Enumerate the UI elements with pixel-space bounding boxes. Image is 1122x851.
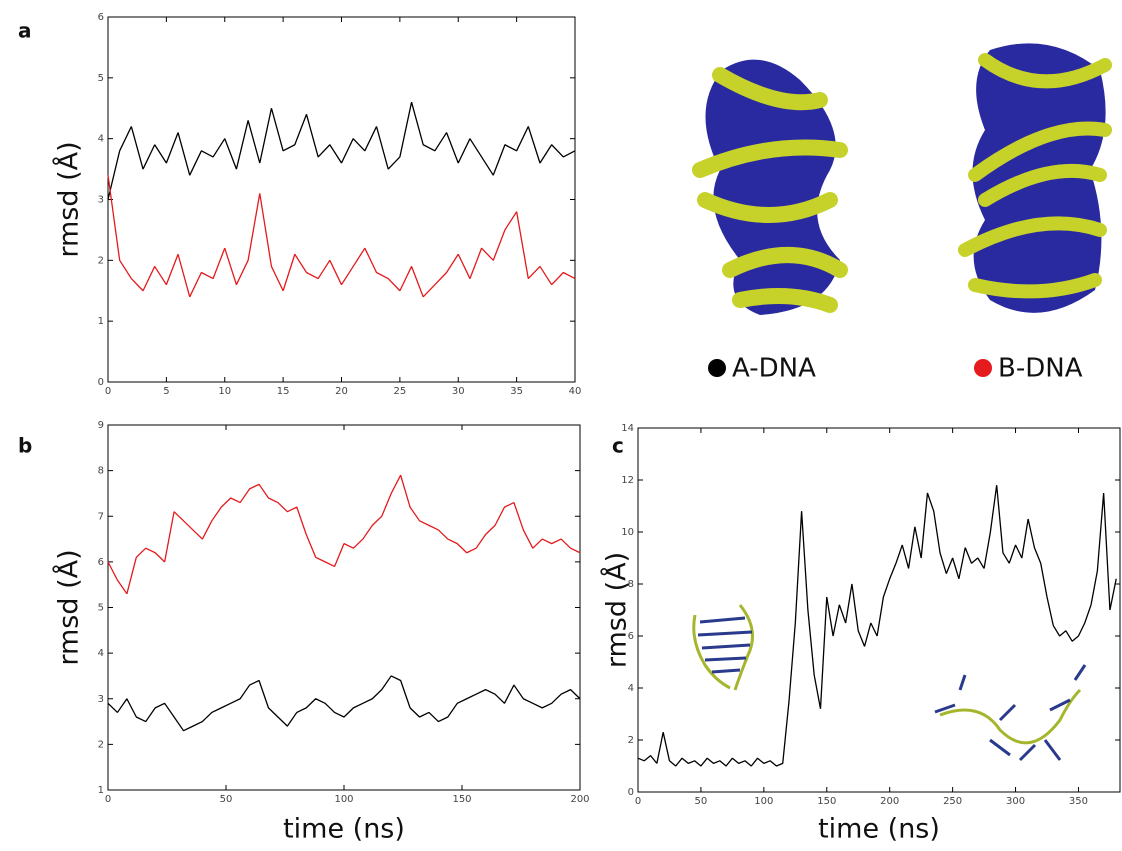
y-tick-label: 3 — [98, 694, 104, 705]
x-tick-label: 10 — [218, 386, 231, 397]
y-tick-label: 2 — [628, 735, 634, 746]
series-line — [107, 675, 581, 732]
inset-unfolded — [934, 664, 1087, 762]
x-tick-label: 350 — [1069, 796, 1088, 807]
y-axis-label: rmsd (Å) — [53, 141, 85, 257]
y-tick-label: 5 — [98, 73, 104, 84]
y-axis-label: rmsd (Å) — [601, 552, 633, 668]
y-tick-label: 4 — [628, 683, 634, 694]
y-tick-label: 2 — [98, 739, 104, 750]
series-line — [107, 474, 581, 595]
legend-label: B-DNA — [998, 354, 1083, 384]
x-tick-label: 100 — [754, 796, 773, 807]
legend-label: A-DNA — [732, 354, 816, 384]
x-tick-label: 150 — [817, 796, 836, 807]
panel-label: b — [18, 434, 32, 458]
y-tick-label: 3 — [98, 195, 104, 206]
series-line — [107, 175, 576, 298]
y-axis-label: rmsd (Å) — [53, 549, 85, 665]
y-tick-label: 2 — [98, 255, 104, 266]
x-tick-label: 250 — [943, 796, 962, 807]
series-line — [637, 485, 1117, 767]
x-axis-label: time (ns) — [283, 814, 405, 845]
x-tick-label: 0 — [105, 386, 111, 397]
panel-label: c — [612, 434, 624, 458]
y-tick-label: 0 — [98, 377, 104, 388]
y-tick-label: 10 — [621, 527, 634, 538]
y-tick-label: 12 — [621, 475, 634, 486]
x-tick-label: 15 — [277, 386, 290, 397]
plot-frame — [107, 16, 576, 383]
plot-frame — [637, 427, 1121, 793]
b-dna-model — [958, 43, 1112, 313]
a-dna-model — [692, 59, 848, 315]
x-axis-label: time (ns) — [818, 814, 940, 845]
x-tick-label: 20 — [335, 386, 348, 397]
y-tick-label: 7 — [98, 511, 104, 522]
legend-marker — [708, 359, 726, 377]
y-tick-label: 4 — [98, 648, 104, 659]
y-tick-label: 6 — [628, 631, 634, 642]
x-tick-label: 0 — [635, 796, 641, 807]
x-tick-label: 30 — [452, 386, 465, 397]
y-tick-label: 8 — [628, 579, 634, 590]
inset-duplex — [692, 604, 754, 691]
y-tick-label: 6 — [98, 557, 104, 568]
plot-frame — [107, 424, 581, 791]
x-tick-label: 5 — [163, 386, 169, 397]
x-tick-label: 25 — [394, 386, 407, 397]
y-tick-label: 6 — [98, 12, 104, 23]
y-tick-label: 9 — [98, 420, 104, 431]
x-tick-label: 300 — [1006, 796, 1025, 807]
x-tick-label: 0 — [105, 794, 111, 805]
x-tick-label: 50 — [220, 794, 233, 805]
x-tick-label: 35 — [510, 386, 523, 397]
y-tick-label: 1 — [98, 785, 104, 796]
y-tick-label: 14 — [621, 423, 634, 434]
x-tick-label: 40 — [569, 386, 582, 397]
panel-label: a — [18, 19, 32, 43]
series-line — [107, 101, 576, 200]
y-tick-label: 4 — [98, 134, 104, 145]
x-tick-label: 200 — [880, 796, 899, 807]
y-tick-label: 5 — [98, 603, 104, 614]
x-tick-label: 50 — [695, 796, 708, 807]
y-tick-label: 8 — [98, 466, 104, 477]
legend-marker — [974, 359, 992, 377]
y-tick-label: 1 — [98, 316, 104, 327]
x-tick-label: 100 — [334, 794, 353, 805]
x-tick-label: 200 — [570, 794, 589, 805]
x-tick-label: 150 — [452, 794, 471, 805]
y-tick-label: 0 — [628, 787, 634, 798]
